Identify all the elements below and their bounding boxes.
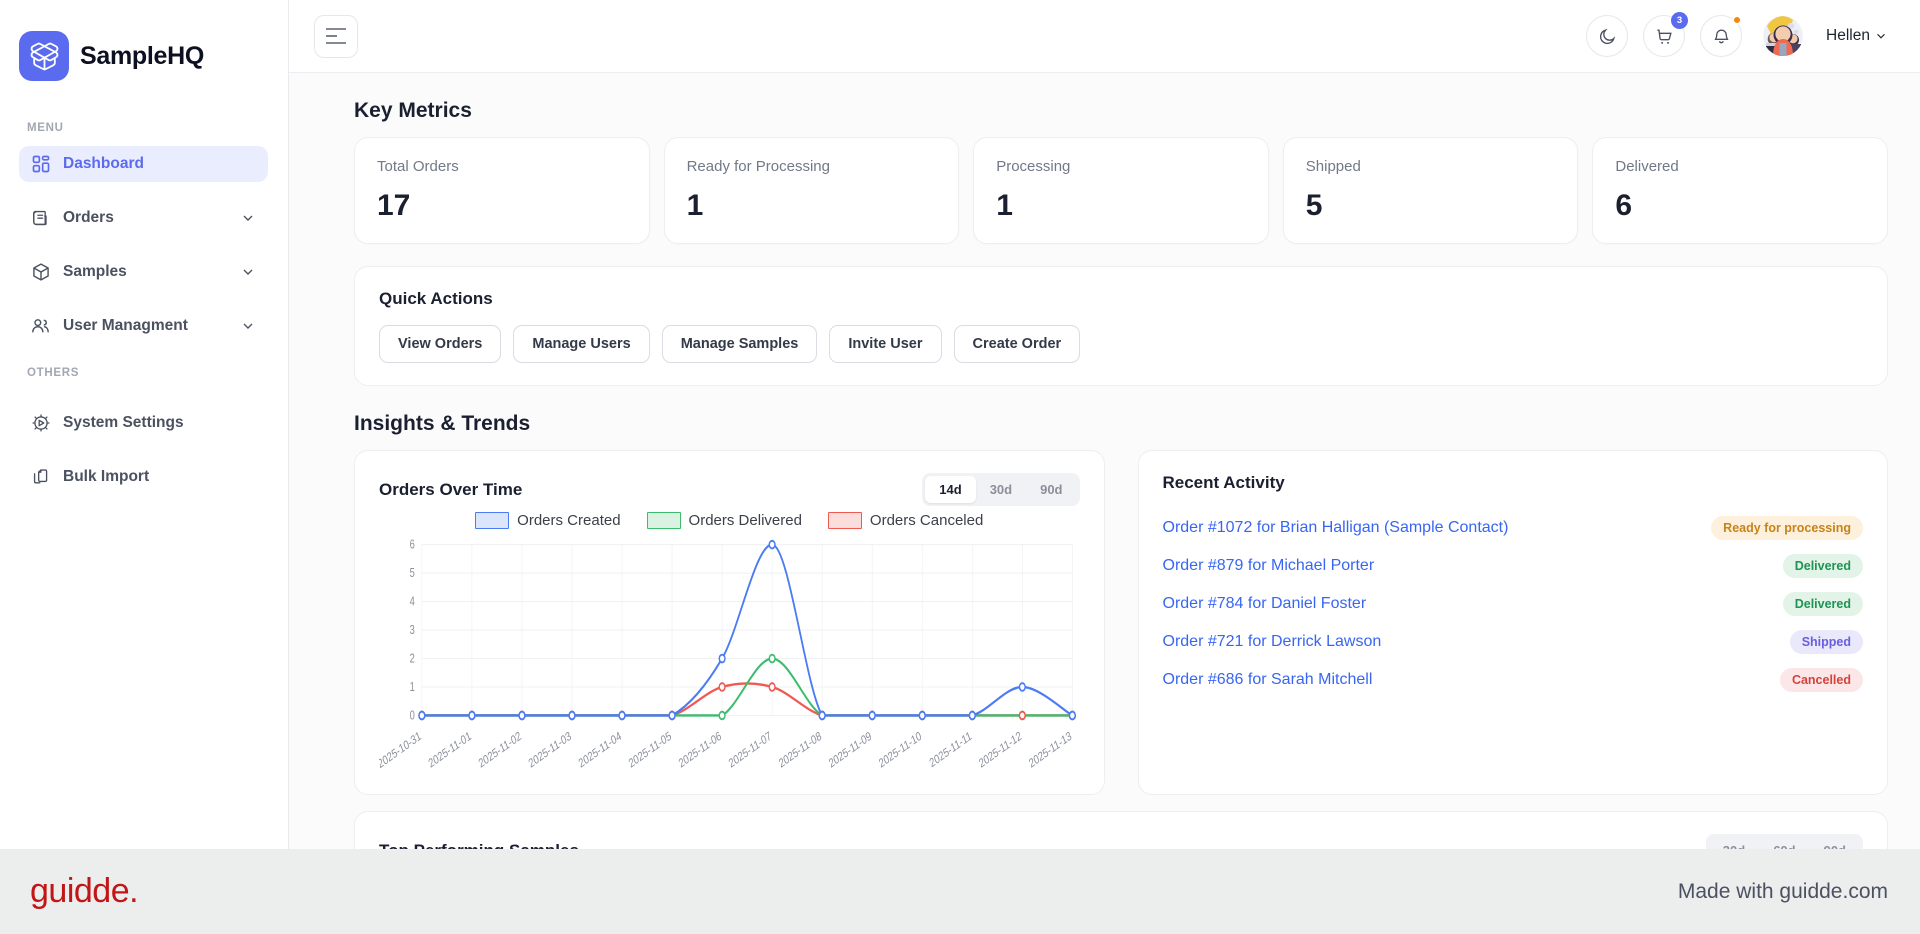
svg-text:1: 1	[410, 681, 415, 695]
svg-text:6: 6	[410, 538, 415, 552]
svg-text:2025-10-31: 2025-10-31	[379, 730, 423, 772]
svg-text:2025-11-13: 2025-11-13	[1027, 730, 1073, 772]
svg-text:2: 2	[410, 652, 415, 666]
svg-text:5: 5	[410, 567, 415, 581]
svg-text:2025-11-11: 2025-11-11	[928, 730, 974, 771]
svg-text:2025-11-09: 2025-11-09	[827, 730, 873, 772]
svg-text:2025-11-06: 2025-11-06	[677, 730, 723, 772]
svg-text:2025-11-10: 2025-11-10	[877, 730, 923, 772]
svg-text:2025-11-02: 2025-11-02	[477, 730, 523, 772]
svg-text:2025-11-08: 2025-11-08	[777, 730, 823, 772]
svg-text:2025-11-03: 2025-11-03	[527, 730, 573, 772]
svg-text:3: 3	[410, 624, 415, 638]
svg-text:2025-11-04: 2025-11-04	[577, 730, 623, 772]
svg-text:2025-11-01: 2025-11-01	[427, 730, 473, 772]
svg-text:2025-11-12: 2025-11-12	[977, 730, 1023, 772]
svg-text:4: 4	[410, 595, 415, 609]
svg-text:2025-11-07: 2025-11-07	[727, 730, 773, 772]
svg-text:0: 0	[410, 709, 415, 723]
svg-text:2025-11-05: 2025-11-05	[627, 730, 673, 772]
